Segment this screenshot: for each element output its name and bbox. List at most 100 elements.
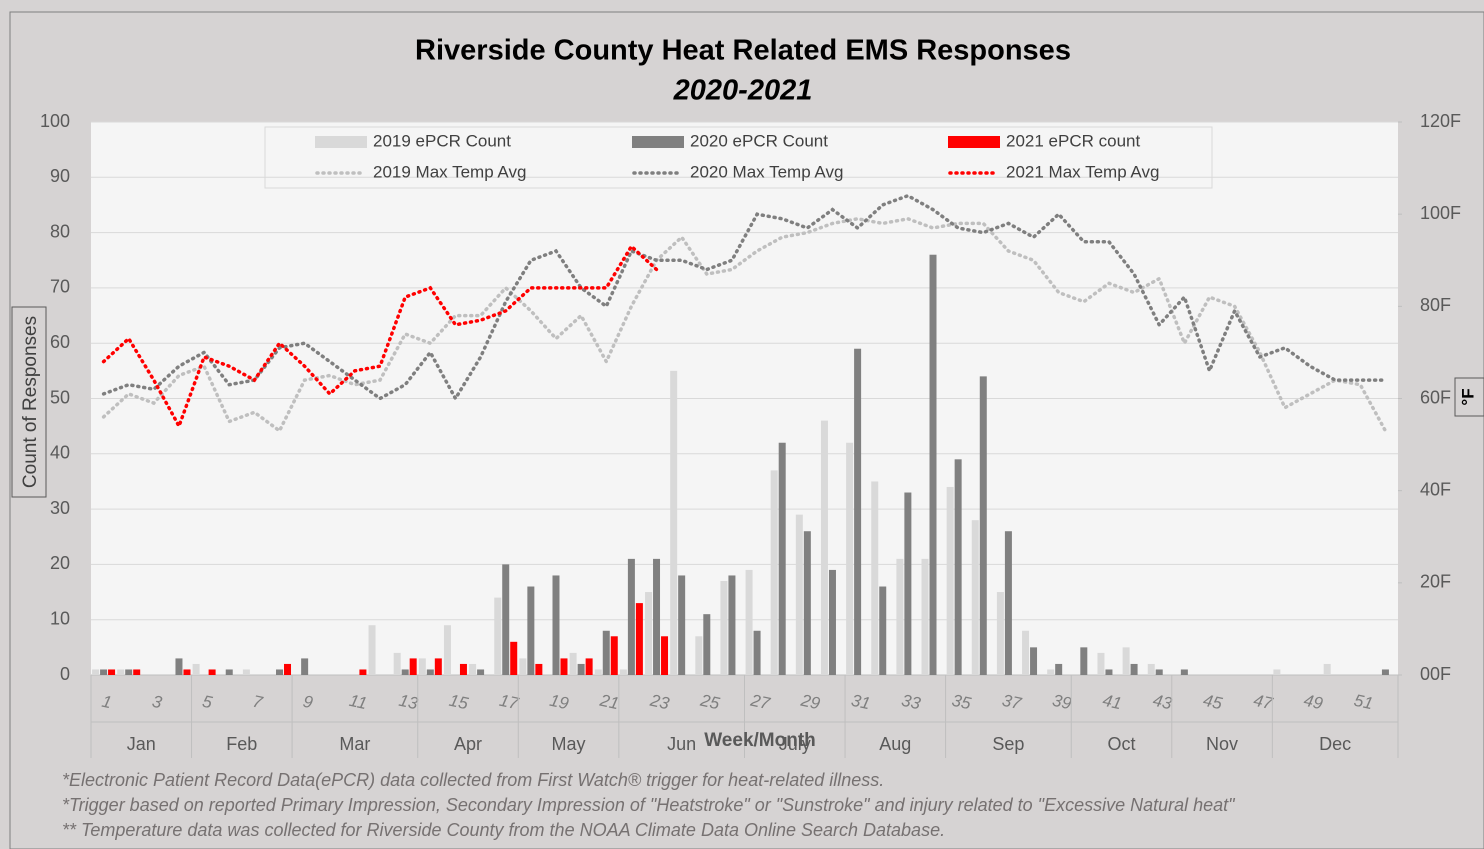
bar: [434, 658, 442, 675]
footnote: *Electronic Patient Record Data(ePCR) da…: [62, 770, 884, 790]
x-tick-label: 35: [950, 691, 973, 714]
month-label: Sep: [992, 734, 1024, 754]
y-axis-title: Count of Responses: [20, 316, 41, 488]
bar: [1122, 647, 1130, 675]
bar: [846, 442, 854, 675]
bar: [1030, 647, 1038, 675]
x-tick-label: 41: [1101, 691, 1123, 714]
bar: [946, 486, 954, 675]
bar: [494, 597, 502, 675]
y-tick-label: 80: [50, 221, 70, 241]
y2-tick-label: 40F: [1420, 479, 1451, 499]
chart-title: Riverside County Heat Related EMS Respon…: [415, 35, 1071, 67]
y2-tick-label: 20F: [1420, 572, 1451, 592]
legend-label: 2021 Max Temp Avg: [1006, 162, 1159, 181]
bar: [502, 564, 510, 675]
x-tick-label: 21: [597, 691, 620, 714]
bar: [828, 569, 836, 675]
bar: [720, 580, 728, 675]
x-tick-label: 17: [498, 691, 521, 714]
bar: [1105, 669, 1113, 675]
bar: [510, 641, 518, 675]
y-tick-label: 0: [60, 664, 70, 684]
bar: [645, 592, 653, 675]
bar: [527, 586, 535, 675]
legend-label: 2019 ePCR Count: [373, 131, 511, 150]
x-tick-label: 49: [1302, 691, 1325, 714]
bar: [896, 558, 904, 675]
bar: [753, 630, 761, 675]
x-tick-label: 47: [1252, 691, 1275, 714]
legend-label: 2020 Max Temp Avg: [690, 162, 843, 181]
bar: [795, 514, 803, 675]
bar: [971, 520, 979, 675]
bar: [192, 663, 200, 675]
x-tick-label: 5: [201, 692, 215, 713]
bar: [359, 669, 367, 675]
y-tick-label: 40: [50, 443, 70, 463]
bar: [535, 663, 543, 675]
bar: [602, 630, 610, 675]
bar: [695, 636, 703, 675]
bar: [519, 658, 527, 675]
legend-swatch: [948, 136, 1000, 148]
bar: [703, 614, 711, 675]
bar: [183, 669, 191, 675]
y-tick-label: 60: [50, 332, 70, 352]
temp-line: [101, 243, 659, 431]
x-tick-label: 27: [748, 691, 772, 714]
y-tick-label: 100: [40, 111, 70, 131]
bar: [569, 652, 577, 675]
bar: [409, 658, 417, 675]
x-tick-label: 3: [150, 692, 164, 713]
x-tick-label: 25: [698, 691, 722, 714]
bar: [854, 348, 862, 675]
bar: [459, 663, 467, 675]
bar: [954, 459, 962, 675]
x-tick-label: 9: [301, 692, 315, 713]
bar: [92, 669, 100, 675]
month-label: Mar: [339, 734, 370, 754]
bar: [745, 569, 753, 675]
legend-label: 2020 ePCR Count: [690, 131, 828, 150]
bar: [368, 625, 376, 675]
y2-tick-label: 100F: [1420, 203, 1461, 223]
x-tick-label: 19: [548, 691, 571, 714]
bar: [552, 575, 560, 675]
bar: [585, 658, 593, 675]
bar: [1323, 663, 1331, 675]
x-tick-label: 7: [251, 692, 265, 713]
y2-axis-title-box: [1454, 377, 1484, 417]
bar: [1130, 663, 1138, 675]
y2-axis-title: °F: [1458, 388, 1477, 405]
y-tick-label: 20: [50, 553, 70, 573]
bar: [117, 669, 125, 675]
y2-tick-label: 00F: [1420, 664, 1451, 684]
bar: [921, 558, 929, 675]
bar: [979, 376, 987, 675]
legend-swatch: [315, 136, 367, 148]
bar: [225, 669, 233, 675]
bar: [401, 669, 409, 675]
bar: [1381, 669, 1389, 675]
bar: [1055, 663, 1063, 675]
bar: [469, 663, 477, 675]
chart-subtitle: 2020-2021: [673, 75, 813, 107]
legend-box: [264, 126, 1213, 189]
y-tick-label: 50: [50, 387, 70, 407]
bar: [208, 669, 216, 675]
x-axis-title: Week/Month: [704, 730, 816, 751]
y-tick-label: 30: [50, 498, 70, 518]
bar: [477, 669, 485, 675]
bar: [678, 575, 686, 675]
month-label: Dec: [1319, 734, 1351, 754]
bar: [108, 669, 116, 675]
temp-line: [101, 193, 1388, 403]
legend-swatch: [632, 136, 684, 148]
y2-tick-label: 120F: [1420, 111, 1461, 131]
bar: [1273, 669, 1281, 675]
y2-tick-label: 60F: [1420, 387, 1451, 407]
x-tick-label: 37: [1000, 691, 1023, 714]
x-tick-label: 23: [648, 691, 672, 714]
